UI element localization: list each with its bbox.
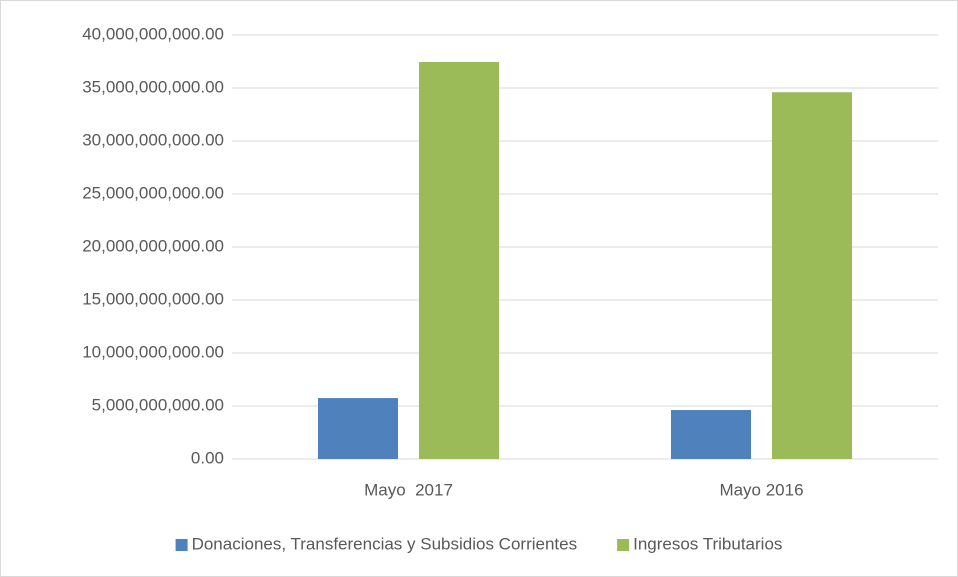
bar — [318, 398, 398, 459]
bar — [419, 62, 499, 459]
y-tick-label: 35,000,000,000.00 — [82, 77, 224, 96]
y-tick-label: 0.00 — [191, 448, 224, 467]
y-tick-label: 40,000,000,000.00 — [82, 24, 224, 43]
y-tick-label: 30,000,000,000.00 — [82, 130, 224, 149]
x-tick-label: Mayo 2016 — [719, 480, 803, 499]
y-tick-label: 5,000,000,000.00 — [92, 395, 224, 414]
y-tick-label: 25,000,000,000.00 — [82, 183, 224, 202]
x-tick-label: Mayo 2017 — [364, 480, 453, 499]
bar — [772, 92, 852, 460]
legend-swatch — [617, 539, 630, 551]
legend-swatch — [175, 539, 188, 551]
legend-label: Ingresos Tributarios — [633, 534, 782, 553]
y-tick-label: 20,000,000,000.00 — [82, 236, 224, 255]
legend-label: Donaciones, Transferencias y Subsidios C… — [192, 534, 578, 553]
y-tick-label: 10,000,000,000.00 — [82, 342, 224, 361]
bar — [671, 410, 751, 459]
y-tick-label: 15,000,000,000.00 — [82, 289, 224, 308]
